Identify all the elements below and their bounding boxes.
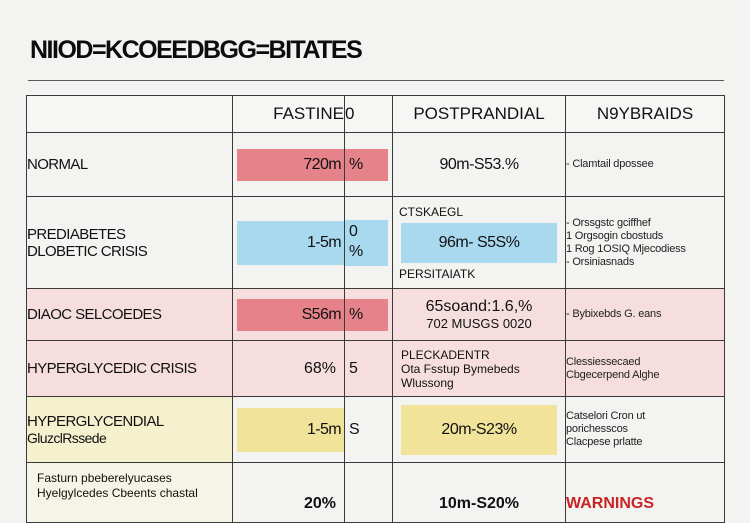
table-row: NORMAL 720m % 90m-S53.% - Clamtail dposs… — [26, 132, 725, 197]
glucose-table: FASTINE 0 POSTPRANDIAL N9YBRAIDS NORMAL … — [26, 95, 725, 523]
table-row: PREDIABETES DLOBETIC CRISIS 1-5m 0 % CTS… — [26, 196, 725, 289]
page-title: NIIOD=KCOEEDBGG=BITATES — [30, 36, 363, 64]
row-label-line: Fasturn pbeberelyucases — [37, 471, 172, 485]
fasting-unit: % — [345, 298, 388, 331]
table-row: Fasturn pbeberelyucases Hyelgylcedes Cbe… — [26, 462, 725, 523]
fasting-cell: 720m — [232, 132, 345, 197]
header-empty — [26, 95, 233, 133]
fasting-unit: 5 — [349, 359, 358, 377]
postprandial-cell: PLECKADENTR Ota Fsstup Bymebeds Wlussong — [392, 340, 566, 397]
row-label: DIAOC SELCOEDES — [26, 288, 233, 341]
fasting-value: S56m — [237, 298, 344, 331]
table-row: DIAOC SELCOEDES S56m % 65soand:1.6,% 702… — [26, 288, 725, 341]
post-bottom-label: PERSITAIATK — [399, 266, 476, 281]
fasting-cell: 68% — [232, 340, 345, 397]
postprandial-cell: 10m-S20% — [392, 462, 566, 523]
row-label: Fasturn pbeberelyucases Hyelgylcedes Cbe… — [26, 462, 233, 523]
fasting-cell: 20% — [232, 462, 345, 523]
postprandial-value: 90m-S53.% — [439, 155, 519, 173]
notes-cell: - Bybixebds G. eans — [565, 288, 725, 341]
postprandial-line: Wlussong — [401, 375, 454, 390]
header-fasting: FASTINE — [232, 95, 345, 133]
post-top-label: CTSKAEGL — [399, 204, 464, 219]
notes-cell: Clessiessecaed Cbgecerpend Alghe — [565, 340, 725, 397]
note-line: porichesscos — [566, 423, 628, 435]
note-line: - Orsiniasnads — [566, 255, 635, 268]
postprandial-line: 65soand:1.6,% — [425, 297, 533, 315]
row-label-line: Hyelgylcedes Cbeents chastal — [37, 486, 198, 500]
postprandial-line: 702 MUSGS 0020 — [426, 315, 532, 331]
fasting-unit: 0 % — [345, 219, 388, 266]
fasting-unit-cell: 5 — [344, 340, 393, 397]
header-fasting-unit: 0 — [344, 95, 393, 133]
postprandial-cell: 65soand:1.6,% 702 MUSGS 0020 — [392, 288, 566, 341]
postprandial-line: Ota Fsstup Bymebeds — [401, 361, 520, 376]
fasting-cell: S56m — [232, 288, 345, 341]
postprandial-cell: 90m-S53.% — [392, 132, 566, 197]
note-line: - Orssgstc gciffhef — [566, 216, 651, 229]
row-label-line: PREDIABETES — [27, 225, 127, 243]
note-line: Clacpese prlatte — [566, 436, 643, 448]
fasting-unit: S — [349, 420, 360, 438]
row-label: HYPERGLYCENDIAL GluzclRssede — [26, 396, 233, 463]
fasting-unit-cell: % — [344, 288, 393, 341]
fasting-unit-cell: 0 % — [344, 196, 393, 289]
note-line: Catselori Cron ut — [566, 410, 646, 422]
note-line: 1 Rog 1OSIQ Mjecodiess — [566, 242, 686, 255]
fasting-value: 720m — [237, 148, 344, 181]
note-line: Clessiessecaed — [566, 355, 641, 368]
fasting-cell: 1-5m — [232, 196, 345, 289]
postprandial-line: PLECKADENTR — [401, 347, 490, 362]
notes-cell: - Clamtail dpossee — [565, 132, 725, 197]
fasting-unit-cell: % — [344, 132, 393, 197]
header-notes: N9YBRAIDS — [565, 95, 725, 133]
note-line: 1 Orgsogin cbostuds — [566, 229, 664, 242]
header-postprandial: POSTPRANDIAL — [392, 95, 566, 133]
postprandial-value: 96m- S5S% — [401, 222, 557, 263]
title-divider — [28, 80, 724, 81]
row-label-line: DLOBETIC CRISIS — [27, 242, 148, 260]
fasting-value: 68% — [303, 359, 336, 377]
fasting-cell: 1-5m — [232, 396, 345, 463]
postprandial-value: 10m-S20% — [438, 495, 520, 512]
row-label-line: GluzclRssede — [27, 429, 107, 446]
note-line: - Bybixebds G. eans — [566, 308, 662, 320]
table-row: HYPERGLYCENDIAL GluzclRssede 1-5m S 20m-… — [26, 396, 725, 463]
row-label: PREDIABETES DLOBETIC CRISIS — [26, 196, 233, 289]
table-row: HYPERGLYCEDIC CRISIS 68% 5 PLECKADENTR O… — [26, 340, 725, 397]
fasting-unit-cell: S — [344, 396, 393, 463]
header-row: FASTINE 0 POSTPRANDIAL N9YBRAIDS — [26, 95, 725, 133]
postprandial-value: 20m-S23% — [401, 404, 557, 455]
row-label-line: HYPERGLYCENDIAL — [27, 412, 165, 430]
notes-cell: - Orssgstc gciffhef 1 Orgsogin cbostuds … — [565, 196, 725, 289]
warning-cell: WARNINGS — [565, 462, 725, 523]
fasting-unit: % — [345, 148, 388, 181]
fasting-unit-cell — [344, 462, 393, 523]
fasting-value: 20% — [303, 495, 336, 512]
notes-cell: Catselori Cron ut porichesscos Clacpese … — [565, 396, 725, 463]
postprandial-cell: CTSKAEGL 96m- S5S% PERSITAIATK — [392, 196, 566, 289]
fasting-value: 1-5m — [237, 220, 344, 265]
note-line: Cbgecerpend Alghe — [566, 368, 660, 381]
fasting-value: 1-5m — [237, 407, 344, 452]
row-label: HYPERGLYCEDIC CRISIS — [26, 340, 233, 397]
note-line: - Clamtail dpossee — [566, 158, 654, 170]
row-label: NORMAL — [26, 132, 233, 197]
postprandial-cell: 20m-S23% — [392, 396, 566, 463]
warning-label: WARNINGS — [566, 495, 655, 512]
